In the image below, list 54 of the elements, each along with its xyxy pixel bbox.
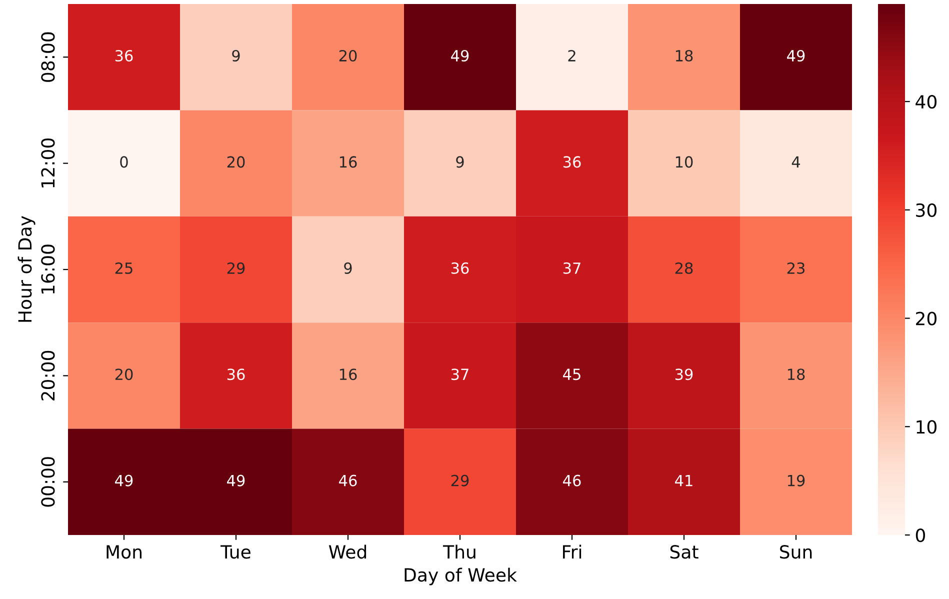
- data-label: 2: [568, 50, 576, 62]
- data-label: 46: [563, 474, 581, 486]
- data-label: 23: [787, 262, 804, 274]
- data-label: 20: [115, 368, 133, 380]
- data-label: 16: [340, 368, 357, 380]
- data-label: 25: [115, 262, 132, 274]
- data-label: 46: [339, 474, 357, 486]
- y-axis-title: Hour of Day: [18, 216, 36, 322]
- x-tick-label: Mon: [106, 545, 142, 559]
- data-label: 36: [563, 156, 581, 168]
- color-bar-label: 0: [916, 528, 926, 542]
- data-label: 18: [788, 368, 805, 380]
- data-label: 0: [120, 156, 128, 168]
- data-label: 36: [115, 50, 133, 62]
- data-label: 9: [344, 262, 352, 274]
- data-label: 29: [227, 262, 245, 274]
- data-label: 28: [675, 262, 693, 274]
- x-tick-label: Sun: [780, 545, 812, 559]
- color-bar-label: 40: [916, 94, 936, 109]
- x-tick-label: Thu: [442, 544, 476, 559]
- data-label: 16: [340, 156, 357, 168]
- data-label: 4: [792, 156, 800, 168]
- y-tick-label: 16:00: [41, 244, 55, 294]
- y-tick-label: 20:00: [41, 350, 55, 400]
- y-tick-label: 12:00: [41, 138, 55, 188]
- data-label: 20: [227, 156, 245, 168]
- color-bar-label: 30: [916, 203, 936, 218]
- color-bar-label: 20: [916, 312, 936, 326]
- data-label: 10: [676, 156, 693, 168]
- y-tick-label: 00:00: [41, 457, 55, 507]
- data-label: 37: [563, 262, 580, 274]
- data-label: 36: [451, 262, 469, 274]
- data-label: 18: [676, 50, 693, 62]
- data-label: 49: [451, 50, 469, 62]
- data-label: 9: [232, 50, 240, 62]
- x-tick-label: Sat: [670, 545, 698, 559]
- data-label: 36: [227, 368, 245, 380]
- data-label: 41: [675, 474, 692, 486]
- data-label: 45: [563, 368, 580, 380]
- x-tick-label: Wed: [328, 544, 366, 559]
- data-label: 49: [787, 50, 805, 62]
- data-label: 19: [788, 474, 805, 486]
- data-label: 49: [115, 474, 133, 486]
- x-tick-label: Fri: [563, 544, 582, 558]
- data-label: 49: [227, 474, 245, 486]
- data-label: 9: [456, 156, 464, 168]
- data-label: 37: [451, 368, 468, 380]
- data-label: 39: [675, 368, 693, 380]
- x-axis-title: Day of Week: [404, 568, 517, 586]
- data-label: 20: [339, 50, 357, 62]
- x-tick-label: Tue: [220, 545, 250, 559]
- y-tick-label: 08:00: [41, 32, 55, 82]
- color-bar-label: 10: [916, 420, 936, 434]
- data-label: 29: [451, 474, 469, 486]
